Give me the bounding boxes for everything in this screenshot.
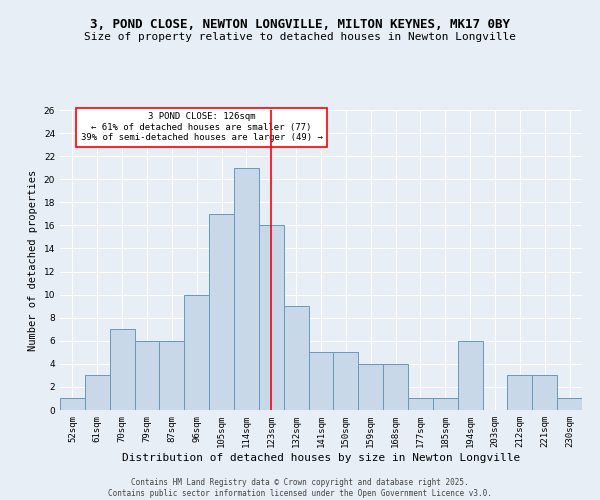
Text: Size of property relative to detached houses in Newton Longville: Size of property relative to detached ho…: [84, 32, 516, 42]
Bar: [532, 376, 557, 410]
Bar: [209, 214, 234, 410]
Bar: [110, 329, 134, 410]
Bar: [60, 398, 85, 410]
Text: Contains HM Land Registry data © Crown copyright and database right 2025.
Contai: Contains HM Land Registry data © Crown c…: [108, 478, 492, 498]
Bar: [85, 376, 110, 410]
Bar: [433, 398, 458, 410]
Bar: [358, 364, 383, 410]
X-axis label: Distribution of detached houses by size in Newton Longville: Distribution of detached houses by size …: [122, 452, 520, 462]
Bar: [284, 306, 308, 410]
Bar: [308, 352, 334, 410]
Bar: [259, 226, 284, 410]
Bar: [508, 376, 532, 410]
Bar: [160, 341, 184, 410]
Text: 3 POND CLOSE: 126sqm
← 61% of detached houses are smaller (77)
39% of semi-detac: 3 POND CLOSE: 126sqm ← 61% of detached h…: [81, 112, 323, 142]
Bar: [557, 398, 582, 410]
Bar: [234, 168, 259, 410]
Text: 3, POND CLOSE, NEWTON LONGVILLE, MILTON KEYNES, MK17 0BY: 3, POND CLOSE, NEWTON LONGVILLE, MILTON …: [90, 18, 510, 30]
Bar: [334, 352, 358, 410]
Bar: [458, 341, 482, 410]
Bar: [383, 364, 408, 410]
Bar: [134, 341, 160, 410]
Bar: [184, 294, 209, 410]
Bar: [408, 398, 433, 410]
Y-axis label: Number of detached properties: Number of detached properties: [28, 170, 38, 350]
